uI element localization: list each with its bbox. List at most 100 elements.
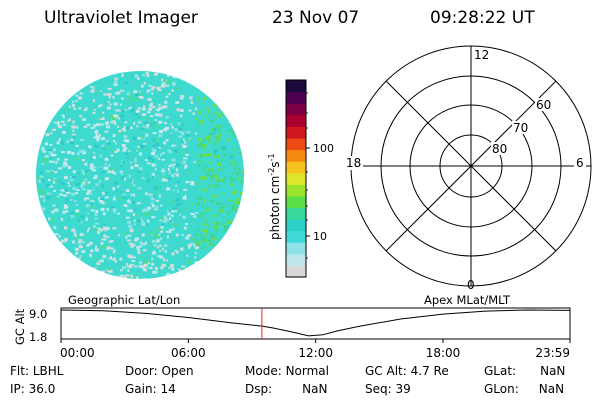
uv-pixel xyxy=(151,122,156,125)
uv-pixel xyxy=(193,243,196,247)
uv-pixel xyxy=(126,209,129,212)
uv-pixel xyxy=(151,158,154,162)
uv-pixel xyxy=(171,89,174,92)
uv-pixel xyxy=(87,242,92,245)
uv-pixel xyxy=(100,242,104,245)
uv-pixel xyxy=(232,172,235,175)
uv-pixel xyxy=(133,90,138,94)
uv-pixel xyxy=(63,205,68,209)
uv-pixel xyxy=(123,232,127,235)
uv-pixel xyxy=(136,219,141,223)
uv-pixel xyxy=(232,153,236,156)
uv-pixel xyxy=(61,114,65,117)
uv-pixel xyxy=(197,154,200,157)
uv-pixel xyxy=(134,74,139,78)
uv-pixel xyxy=(70,212,74,215)
colorbar-segment xyxy=(286,161,306,174)
uv-pixel xyxy=(71,228,76,232)
uv-pixel xyxy=(200,160,203,163)
uv-pixel xyxy=(203,138,206,142)
uv-pixel xyxy=(95,133,98,137)
uv-pixel xyxy=(116,148,120,152)
uv-pixel xyxy=(144,241,147,245)
uv-pixel xyxy=(140,84,144,88)
uv-pixel xyxy=(217,128,220,131)
uv-pixel xyxy=(171,200,173,204)
uv-pixel xyxy=(66,140,70,144)
uv-pixel xyxy=(160,229,163,233)
uv-pixel xyxy=(126,200,129,203)
uv-pixel xyxy=(49,156,54,159)
uv-pixel xyxy=(230,199,234,202)
uv-pixel xyxy=(41,163,45,166)
uv-pixel xyxy=(130,274,134,278)
uv-pixel xyxy=(143,269,147,272)
uv-pixel xyxy=(165,139,169,142)
uv-pixel xyxy=(158,130,163,133)
uv-pixel xyxy=(175,233,179,237)
uv-pixel xyxy=(113,83,118,87)
uv-pixel xyxy=(83,109,87,111)
uv-pixel xyxy=(97,263,101,266)
uv-pixel xyxy=(204,211,207,214)
uv-pixel xyxy=(168,177,172,180)
uv-pixel xyxy=(188,246,191,249)
uv-pixel xyxy=(103,238,107,241)
instrument-title: Ultraviolet Imager xyxy=(44,8,198,28)
uv-pixel xyxy=(168,267,171,269)
uv-pixel xyxy=(167,272,170,276)
uv-pixel xyxy=(62,189,65,192)
date-label: 23 Nov 07 xyxy=(272,8,360,28)
uv-pixel xyxy=(142,74,145,76)
uv-pixel xyxy=(85,107,88,110)
uv-pixel xyxy=(208,232,211,235)
uv-pixel xyxy=(138,79,141,82)
uv-pixel xyxy=(94,228,98,231)
uv-pixel xyxy=(203,246,207,249)
uv-pixel xyxy=(113,120,116,124)
uv-pixel xyxy=(60,189,64,192)
uv-pixel xyxy=(78,96,82,100)
uv-pixel xyxy=(54,179,57,183)
uv-pixel xyxy=(171,158,176,162)
uv-pixel xyxy=(96,227,101,231)
uv-pixel xyxy=(169,217,172,221)
uv-pixel xyxy=(166,74,170,77)
uv-pixel xyxy=(103,226,108,230)
timeline-xtick-label: 18:00 xyxy=(426,346,461,360)
uv-pixel xyxy=(157,228,162,231)
uv-pixel xyxy=(144,122,149,124)
uv-pixel xyxy=(156,142,159,146)
uv-pixel xyxy=(157,148,161,151)
uv-pixel xyxy=(91,157,95,160)
uv-pixel xyxy=(54,121,59,124)
uv-pixel xyxy=(184,194,187,198)
uv-pixel xyxy=(182,268,187,271)
uv-pixel xyxy=(77,212,80,216)
uv-pixel xyxy=(104,229,107,232)
uv-pixel xyxy=(185,236,190,240)
uv-pixel xyxy=(207,224,210,227)
uv-pixel xyxy=(232,160,235,163)
uv-pixel xyxy=(98,180,101,184)
uv-pixel xyxy=(197,97,199,101)
uv-pixel xyxy=(77,218,80,222)
uv-pixel xyxy=(103,93,108,96)
uv-pixel xyxy=(149,194,154,197)
uv-pixel xyxy=(146,179,150,183)
uv-pixel xyxy=(83,235,87,238)
uv-pixel xyxy=(213,173,216,176)
uv-pixel xyxy=(220,178,224,181)
uv-pixel xyxy=(224,225,229,229)
uv-pixel xyxy=(220,209,225,213)
uv-pixel xyxy=(123,135,128,139)
uv-pixel xyxy=(113,210,116,214)
colorbar-tick-label-100: 100 xyxy=(313,142,334,155)
colorbar-segment xyxy=(286,219,306,232)
uv-pixel xyxy=(201,176,205,178)
uv-pixel xyxy=(158,157,161,160)
uv-pixel xyxy=(201,144,206,148)
colorbar-minor-ticks xyxy=(306,92,308,259)
uv-pixel xyxy=(125,139,130,143)
uv-pixel xyxy=(84,258,88,261)
